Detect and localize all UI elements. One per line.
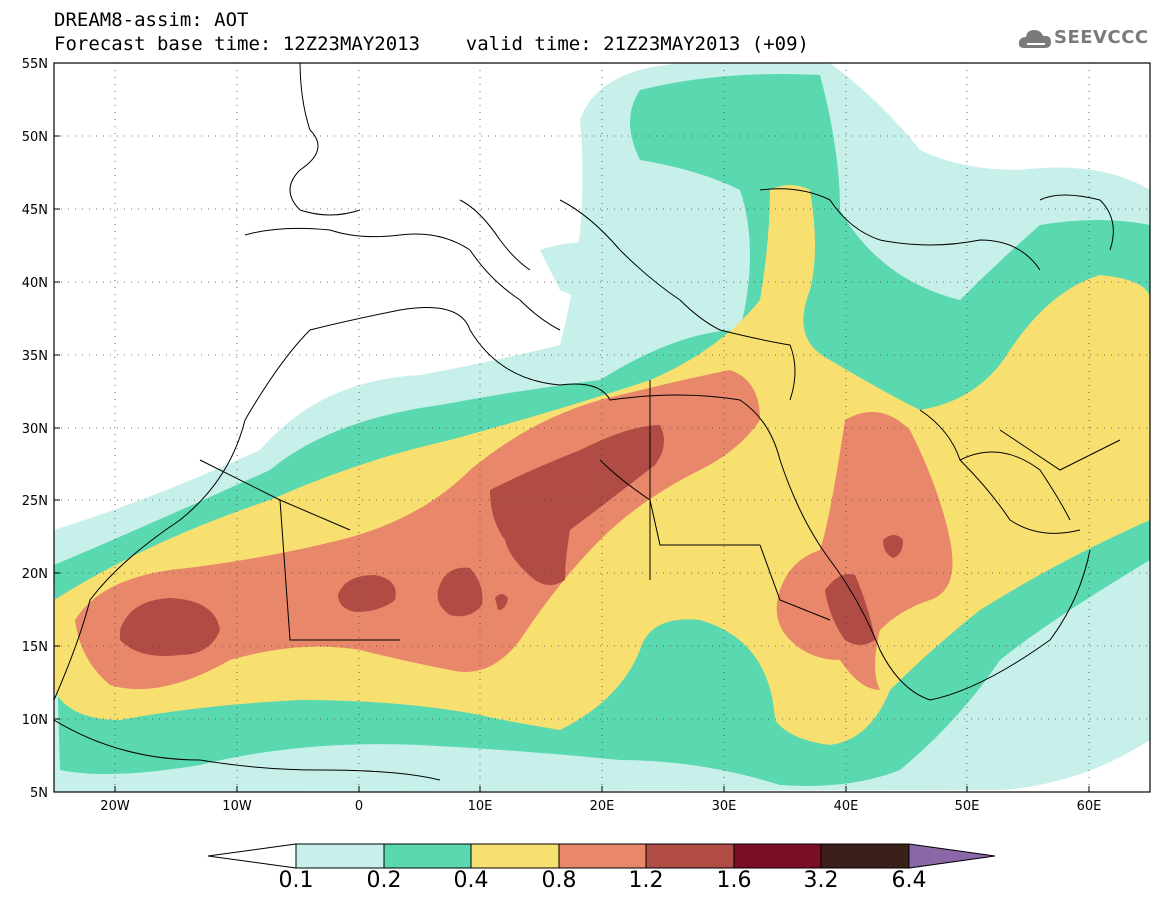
colorbar-label: 3.2 [803, 868, 839, 893]
lon-label-20w: 20W [100, 799, 130, 814]
forecast-time-line: Forecast base time: 12Z23MAY2013 valid t… [54, 33, 809, 55]
colorbar-swatch-3 [470, 843, 560, 869]
colorbar-label: 0.2 [366, 868, 402, 893]
lat-label-15n: 15N [22, 640, 48, 655]
coastlines [54, 63, 1121, 781]
graticule [54, 63, 1150, 792]
seevccc-logo: SEEVCCC [1054, 27, 1149, 48]
colorbar-swatch-2 [383, 843, 472, 869]
lon-label-40e: 40E [834, 799, 859, 814]
lat-label-10n: 10N [22, 713, 48, 728]
lat-label-5n: 5N [30, 786, 48, 801]
lat-label-55n: 55N [22, 57, 48, 72]
colorbar-label: 6.4 [891, 868, 927, 893]
lat-label-25n: 25N [22, 494, 48, 509]
lat-label-40n: 40N [22, 276, 48, 291]
cloud-icon [1018, 30, 1051, 48]
map-title: DREAM8-assim: AOT [54, 9, 249, 31]
colorbar-label: 1.2 [628, 868, 664, 893]
lat-label-35n: 35N [22, 349, 48, 364]
colorbar-label: 0.8 [541, 868, 577, 893]
colorbar [207, 843, 996, 869]
tick-marks [54, 62, 1090, 793]
lon-label-60e: 60E [1077, 799, 1102, 814]
lon-label-50e: 50E [955, 799, 980, 814]
colorbar-swatch-6 [733, 843, 822, 869]
colorbar-swatch-1 [295, 843, 385, 869]
lat-label-50n: 50N [22, 130, 48, 145]
colorbar-label: 0.4 [453, 868, 489, 893]
lat-label-45n: 45N [22, 203, 48, 218]
lat-label-20n: 20N [22, 567, 48, 582]
colorbar-swatch-7 [820, 843, 910, 869]
colorbar-over-arrow [908, 843, 996, 869]
lon-label-10w: 10W [222, 799, 252, 814]
colorbar-swatch-5 [645, 843, 735, 869]
colorbar-swatch-4 [558, 843, 647, 869]
lon-label-0: 0 [355, 799, 363, 814]
lat-label-30n: 30N [22, 422, 48, 437]
lon-label-30e: 30E [712, 799, 737, 814]
colorbar-under-arrow [207, 843, 297, 869]
lon-label-10e: 10E [468, 799, 493, 814]
lon-label-20e: 20E [590, 799, 615, 814]
colorbar-label: 0.1 [278, 868, 314, 893]
colorbar-label: 1.6 [716, 868, 752, 893]
